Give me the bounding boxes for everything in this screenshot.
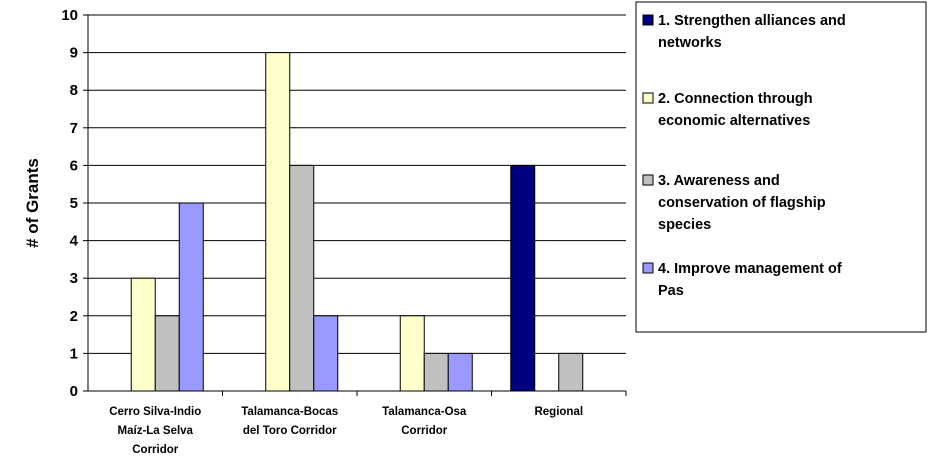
legend-entry: 3. Awareness and conservation of flagship… bbox=[658, 173, 826, 233]
legend-swatch bbox=[642, 174, 654, 186]
x-category-label-line: Corridor bbox=[132, 444, 179, 456]
legend-entry-line: 3. Awareness and bbox=[658, 173, 780, 189]
legend-entry-line: networks bbox=[658, 35, 722, 51]
axis-labels: 0 1 2 3 4 5 6 7 8 9 10 Cerro Silva-Indio Maíz-La Sel… bbox=[61, 7, 583, 456]
bar-series-3-cat-1 bbox=[154, 315, 180, 392]
bar-series-3-cat-3 bbox=[423, 352, 449, 392]
axes bbox=[83, 14, 627, 396]
y-tick-label: 0 bbox=[70, 383, 78, 400]
bars bbox=[130, 52, 584, 392]
bar-series-4-cat-1 bbox=[178, 202, 204, 392]
y-tick-label: 8 bbox=[70, 82, 78, 99]
x-category-label-line: Regional bbox=[534, 406, 583, 418]
bar-series-3-cat-2 bbox=[289, 164, 315, 392]
legend-entry: 2. Connection through economic alternativ… bbox=[658, 91, 813, 129]
gridlines bbox=[88, 14, 626, 354]
y-tick-label: 3 bbox=[70, 270, 78, 287]
y-tick-label: 7 bbox=[70, 120, 78, 137]
bar-series-3-cat-4 bbox=[558, 352, 584, 392]
y-tick-label: 2 bbox=[70, 308, 78, 325]
legend-entry-line: 1. Strengthen alliances and bbox=[658, 13, 846, 29]
x-category-label: Talamanca-Osa Corridor bbox=[382, 406, 467, 437]
x-category-label-line: Corridor bbox=[401, 425, 448, 437]
legend-swatch bbox=[642, 92, 654, 104]
legend-entry-line: economic alternatives bbox=[658, 113, 810, 129]
x-category-label-line: Maíz-La Selva bbox=[118, 425, 194, 437]
legend-swatch bbox=[642, 14, 654, 26]
x-category-label-line: del Toro Corridor bbox=[243, 425, 337, 437]
legend-entry-line: species bbox=[658, 217, 711, 233]
x-category-label-line: Cerro Silva-Indio bbox=[109, 406, 201, 418]
y-tick-label: 9 bbox=[70, 45, 78, 62]
y-tick-label: 5 bbox=[70, 195, 78, 212]
legend-entry-line: 2. Connection through bbox=[658, 91, 813, 107]
x-category-label: Cerro Silva-Indio Maíz-La Selva Corridor bbox=[109, 406, 201, 456]
y-tick-label: 10 bbox=[61, 7, 78, 24]
legend-entry-line: Pas bbox=[658, 283, 684, 299]
x-category-label: Regional bbox=[534, 406, 583, 418]
legend-entry-line: conservation of flagship bbox=[658, 195, 826, 211]
legend-swatch bbox=[642, 262, 654, 274]
legend-entry: 4. Improve management of Pas bbox=[658, 261, 842, 299]
legend: 1. Strengthen alliances and networks 2. Co… bbox=[635, 1, 927, 333]
legend-entry-line: 4. Improve management of bbox=[658, 261, 842, 277]
x-category-label-line: Talamanca-Osa bbox=[382, 406, 467, 418]
bar-series-1-cat-4 bbox=[510, 164, 536, 392]
bar-series-4-cat-2 bbox=[313, 315, 339, 392]
x-category-label: Talamanca-Bocas del Toro Corridor bbox=[241, 406, 338, 437]
y-tick-label: 6 bbox=[70, 157, 78, 174]
bar-series-4-cat-3 bbox=[447, 352, 473, 392]
bar-series-2-cat-2 bbox=[265, 52, 291, 392]
legend-entry: 1. Strengthen alliances and networks bbox=[658, 13, 846, 51]
bar-series-2-cat-1 bbox=[130, 277, 156, 392]
y-tick-label: 1 bbox=[70, 345, 78, 362]
y-axis-title: # of Grants bbox=[23, 158, 42, 248]
legend-box bbox=[635, 1, 927, 333]
bar-series-2-cat-3 bbox=[399, 315, 425, 392]
x-category-label-line: Talamanca-Bocas bbox=[241, 406, 338, 418]
y-tick-label: 4 bbox=[70, 233, 79, 250]
